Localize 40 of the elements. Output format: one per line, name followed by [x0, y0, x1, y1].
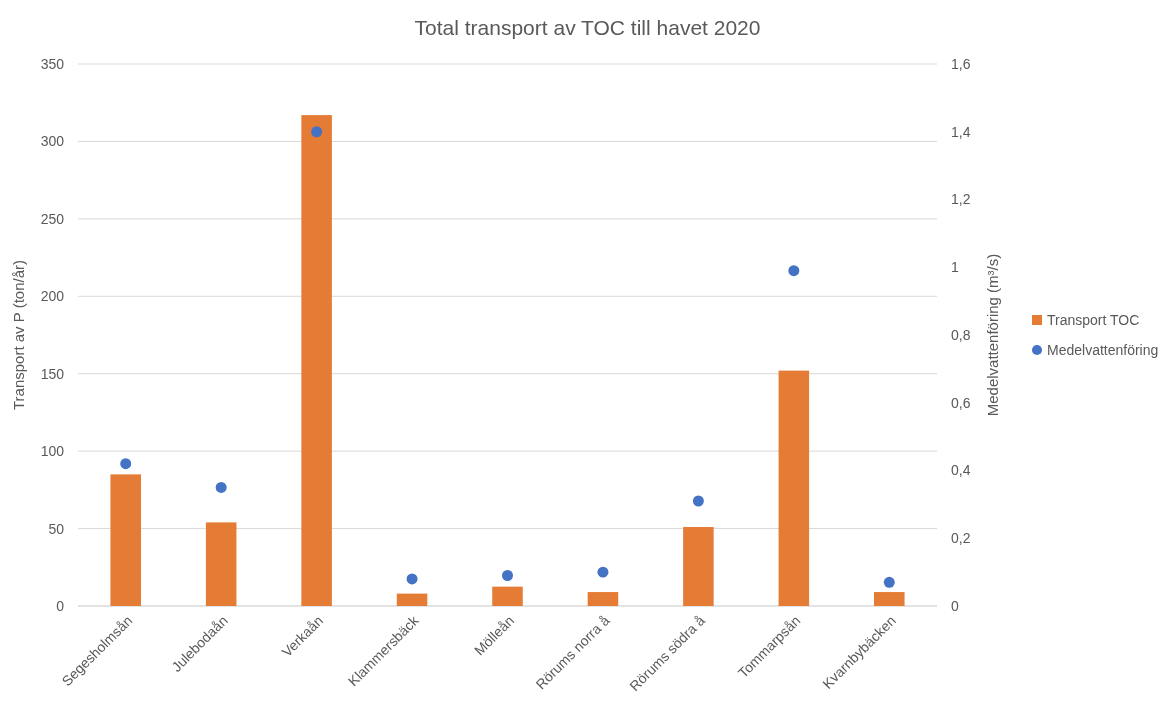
point	[120, 458, 132, 470]
y2-tick-label: 1	[951, 259, 959, 276]
legend-label: Medelvattenföring	[1047, 341, 1159, 358]
y2-tick-label: 1,2	[951, 191, 971, 208]
y-tick-label: 100	[40, 443, 65, 460]
bar	[778, 370, 810, 606]
y-tick-label: 350	[40, 55, 65, 72]
point	[215, 481, 227, 493]
y2-tick-label: 0,4	[951, 462, 971, 479]
chart-title: Total transport av TOC till havet 2020	[414, 16, 761, 39]
y2-tick-label: 0,8	[951, 326, 971, 343]
y2-tick-label: 0	[951, 597, 959, 614]
y-tick-label: 0	[56, 597, 65, 614]
y-tick-label: 150	[40, 365, 65, 382]
y-tick-label: 250	[40, 210, 65, 227]
y-tick-label: 50	[48, 520, 65, 537]
y2-tick-label: 0,2	[951, 530, 971, 547]
bar	[683, 527, 714, 606]
point	[406, 573, 418, 585]
bar	[301, 115, 332, 606]
bar	[396, 593, 428, 606]
y2-tick-label: 1,4	[951, 123, 971, 140]
y-tick-label: 300	[40, 133, 65, 150]
point	[692, 495, 704, 507]
y2-tick-label: 0,6	[951, 394, 971, 411]
bar	[110, 474, 141, 606]
y-axis-title: Transport av P (ton/år)	[10, 259, 27, 411]
legend-label: Transport TOC	[1047, 311, 1140, 328]
point	[788, 265, 800, 277]
y-tick-label: 200	[40, 288, 65, 305]
point	[883, 576, 895, 588]
bar	[587, 592, 619, 606]
point	[502, 570, 513, 581]
point	[597, 566, 609, 578]
y2-axis-title: Medelvattenföring (m³/s)	[984, 253, 1001, 417]
y2-tick-label: 1,6	[951, 55, 971, 72]
bar	[492, 586, 523, 606]
bar	[205, 522, 237, 606]
bar	[874, 592, 905, 606]
point	[311, 126, 323, 138]
